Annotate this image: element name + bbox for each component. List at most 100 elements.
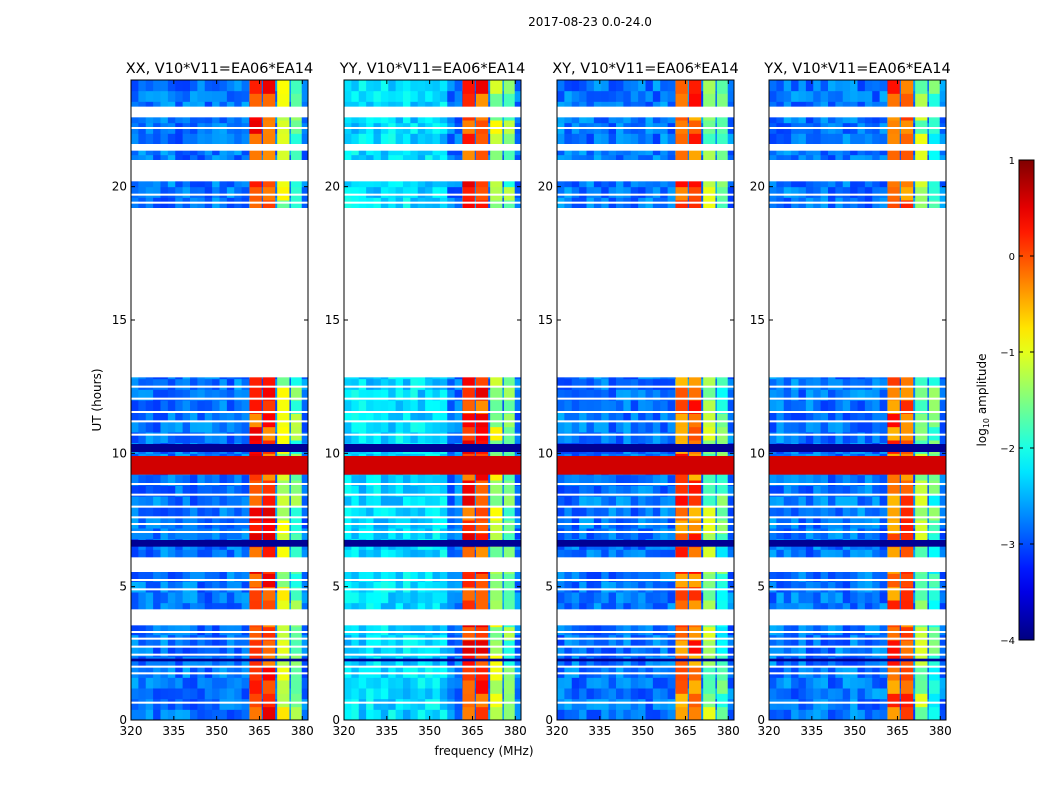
rfi-cell xyxy=(290,586,302,601)
spectrogram-cell xyxy=(638,517,646,529)
spectrogram-cell xyxy=(638,709,646,721)
spectrogram-cell xyxy=(388,474,397,486)
spectrogram-cell xyxy=(344,677,352,689)
spectrogram-cell xyxy=(726,400,735,412)
spectrogram-cell xyxy=(380,709,389,721)
spectrogram-cell xyxy=(373,176,382,188)
spectrogram-cell xyxy=(579,656,587,668)
spectrogram-cell xyxy=(498,570,507,582)
spectrogram-cell xyxy=(380,90,389,102)
rfi-cell xyxy=(490,413,503,428)
spectrogram-cell xyxy=(153,432,161,444)
spectrogram-cell xyxy=(439,421,448,433)
spectrogram-cell xyxy=(667,624,676,636)
spectrogram-cell xyxy=(564,389,573,401)
rfi-cell xyxy=(262,386,276,401)
rfi-cell xyxy=(249,706,262,721)
spectrogram-cell xyxy=(432,677,441,689)
spectrogram-cell xyxy=(557,421,565,433)
spectrogram-cell xyxy=(667,709,676,721)
spectrogram-cell xyxy=(395,432,404,444)
spectrogram-cell xyxy=(608,581,617,593)
spectrogram-cell xyxy=(454,90,463,102)
spectrogram-cell xyxy=(630,602,639,614)
spectrogram-cell xyxy=(212,410,220,422)
spectrogram-cell xyxy=(212,176,220,188)
spectrogram-cell xyxy=(234,186,243,198)
spectrogram-cell xyxy=(241,378,250,390)
panel-title: YY, V10*V11=EA06*EA14 xyxy=(339,61,525,77)
spectrogram-cell xyxy=(425,496,433,508)
spectrogram-cell xyxy=(351,677,360,689)
spectrogram-cell xyxy=(167,656,176,668)
spectrogram-cell xyxy=(660,624,669,636)
spectrogram-cell xyxy=(241,528,250,540)
spectrogram-cell xyxy=(601,528,610,540)
spectrogram-cell xyxy=(234,688,243,700)
spectrogram-cell xyxy=(630,624,639,636)
spectrogram-cell xyxy=(571,656,580,668)
spectrogram-cell xyxy=(204,581,213,593)
spectrogram-cell xyxy=(153,624,161,636)
rfi-cell xyxy=(490,400,503,414)
spectrogram-cell xyxy=(145,602,154,614)
spectrogram-cell xyxy=(197,656,206,668)
spectrogram-cell xyxy=(380,656,389,668)
spectrogram-cell xyxy=(167,410,176,422)
spectrogram-cell xyxy=(726,176,735,188)
spectrogram-cell xyxy=(454,645,463,657)
spectrogram-cell xyxy=(380,400,389,412)
spectrogram-cell xyxy=(131,688,139,700)
spectrogram-cell xyxy=(564,421,573,433)
spectrogram-cell xyxy=(432,496,441,508)
spectrogram-cell xyxy=(660,176,669,188)
spectrogram-cell xyxy=(204,80,213,92)
spectrogram-cell xyxy=(417,549,426,561)
spectrogram-cell xyxy=(167,485,176,497)
spectrogram-cell xyxy=(410,133,419,145)
spectrogram-cell xyxy=(403,400,411,412)
spectrogram-cell xyxy=(410,112,419,124)
spectrogram-cell xyxy=(410,677,419,689)
rfi-cell xyxy=(277,400,290,414)
spectrogram-cell xyxy=(175,592,184,604)
spectrogram-cell xyxy=(131,378,139,390)
spectrogram-cell xyxy=(564,549,573,561)
spectrogram-cell xyxy=(410,709,419,721)
rfi-cell xyxy=(703,506,716,521)
rfi-cell xyxy=(490,133,503,148)
spectrogram-cell xyxy=(711,634,720,646)
spectrogram-cell xyxy=(285,634,294,646)
spectrogram-cell xyxy=(608,389,617,401)
spectrogram-cell xyxy=(300,400,309,412)
spectrogram-cell xyxy=(153,90,161,102)
spectrogram-cell xyxy=(571,421,580,433)
rfi-cell xyxy=(490,426,503,441)
spectrogram-cell xyxy=(175,474,184,486)
spectrogram-cell xyxy=(145,80,154,92)
spectrogram-cell xyxy=(645,602,654,614)
spectrogram-cell xyxy=(153,634,161,646)
spectrogram-cell xyxy=(579,528,587,540)
spectrogram-cell xyxy=(608,709,617,721)
spectrogram-cell xyxy=(667,506,676,518)
spectrogram-cell xyxy=(608,602,617,614)
spectrogram-cell xyxy=(513,624,522,636)
spectrogram-cell xyxy=(616,592,624,604)
rfi-cell xyxy=(249,413,262,428)
spectrogram-cell xyxy=(212,90,220,102)
spectrogram-cell xyxy=(454,656,463,668)
spectrogram-cell xyxy=(234,581,243,593)
spectrogram-cell xyxy=(601,592,610,604)
spectrogram-cell xyxy=(586,389,595,401)
spectrogram-cell xyxy=(153,549,161,561)
rfi-cell xyxy=(462,493,475,508)
spectrogram-cell xyxy=(711,602,720,614)
spectrogram-cell xyxy=(153,592,161,604)
flag-line xyxy=(344,531,521,533)
spectrogram-cell xyxy=(160,474,169,486)
spectrogram-cell xyxy=(432,624,441,636)
spectrogram-cell xyxy=(300,485,309,497)
spectrogram-cell xyxy=(234,645,243,657)
spectrogram-cell xyxy=(439,176,448,188)
